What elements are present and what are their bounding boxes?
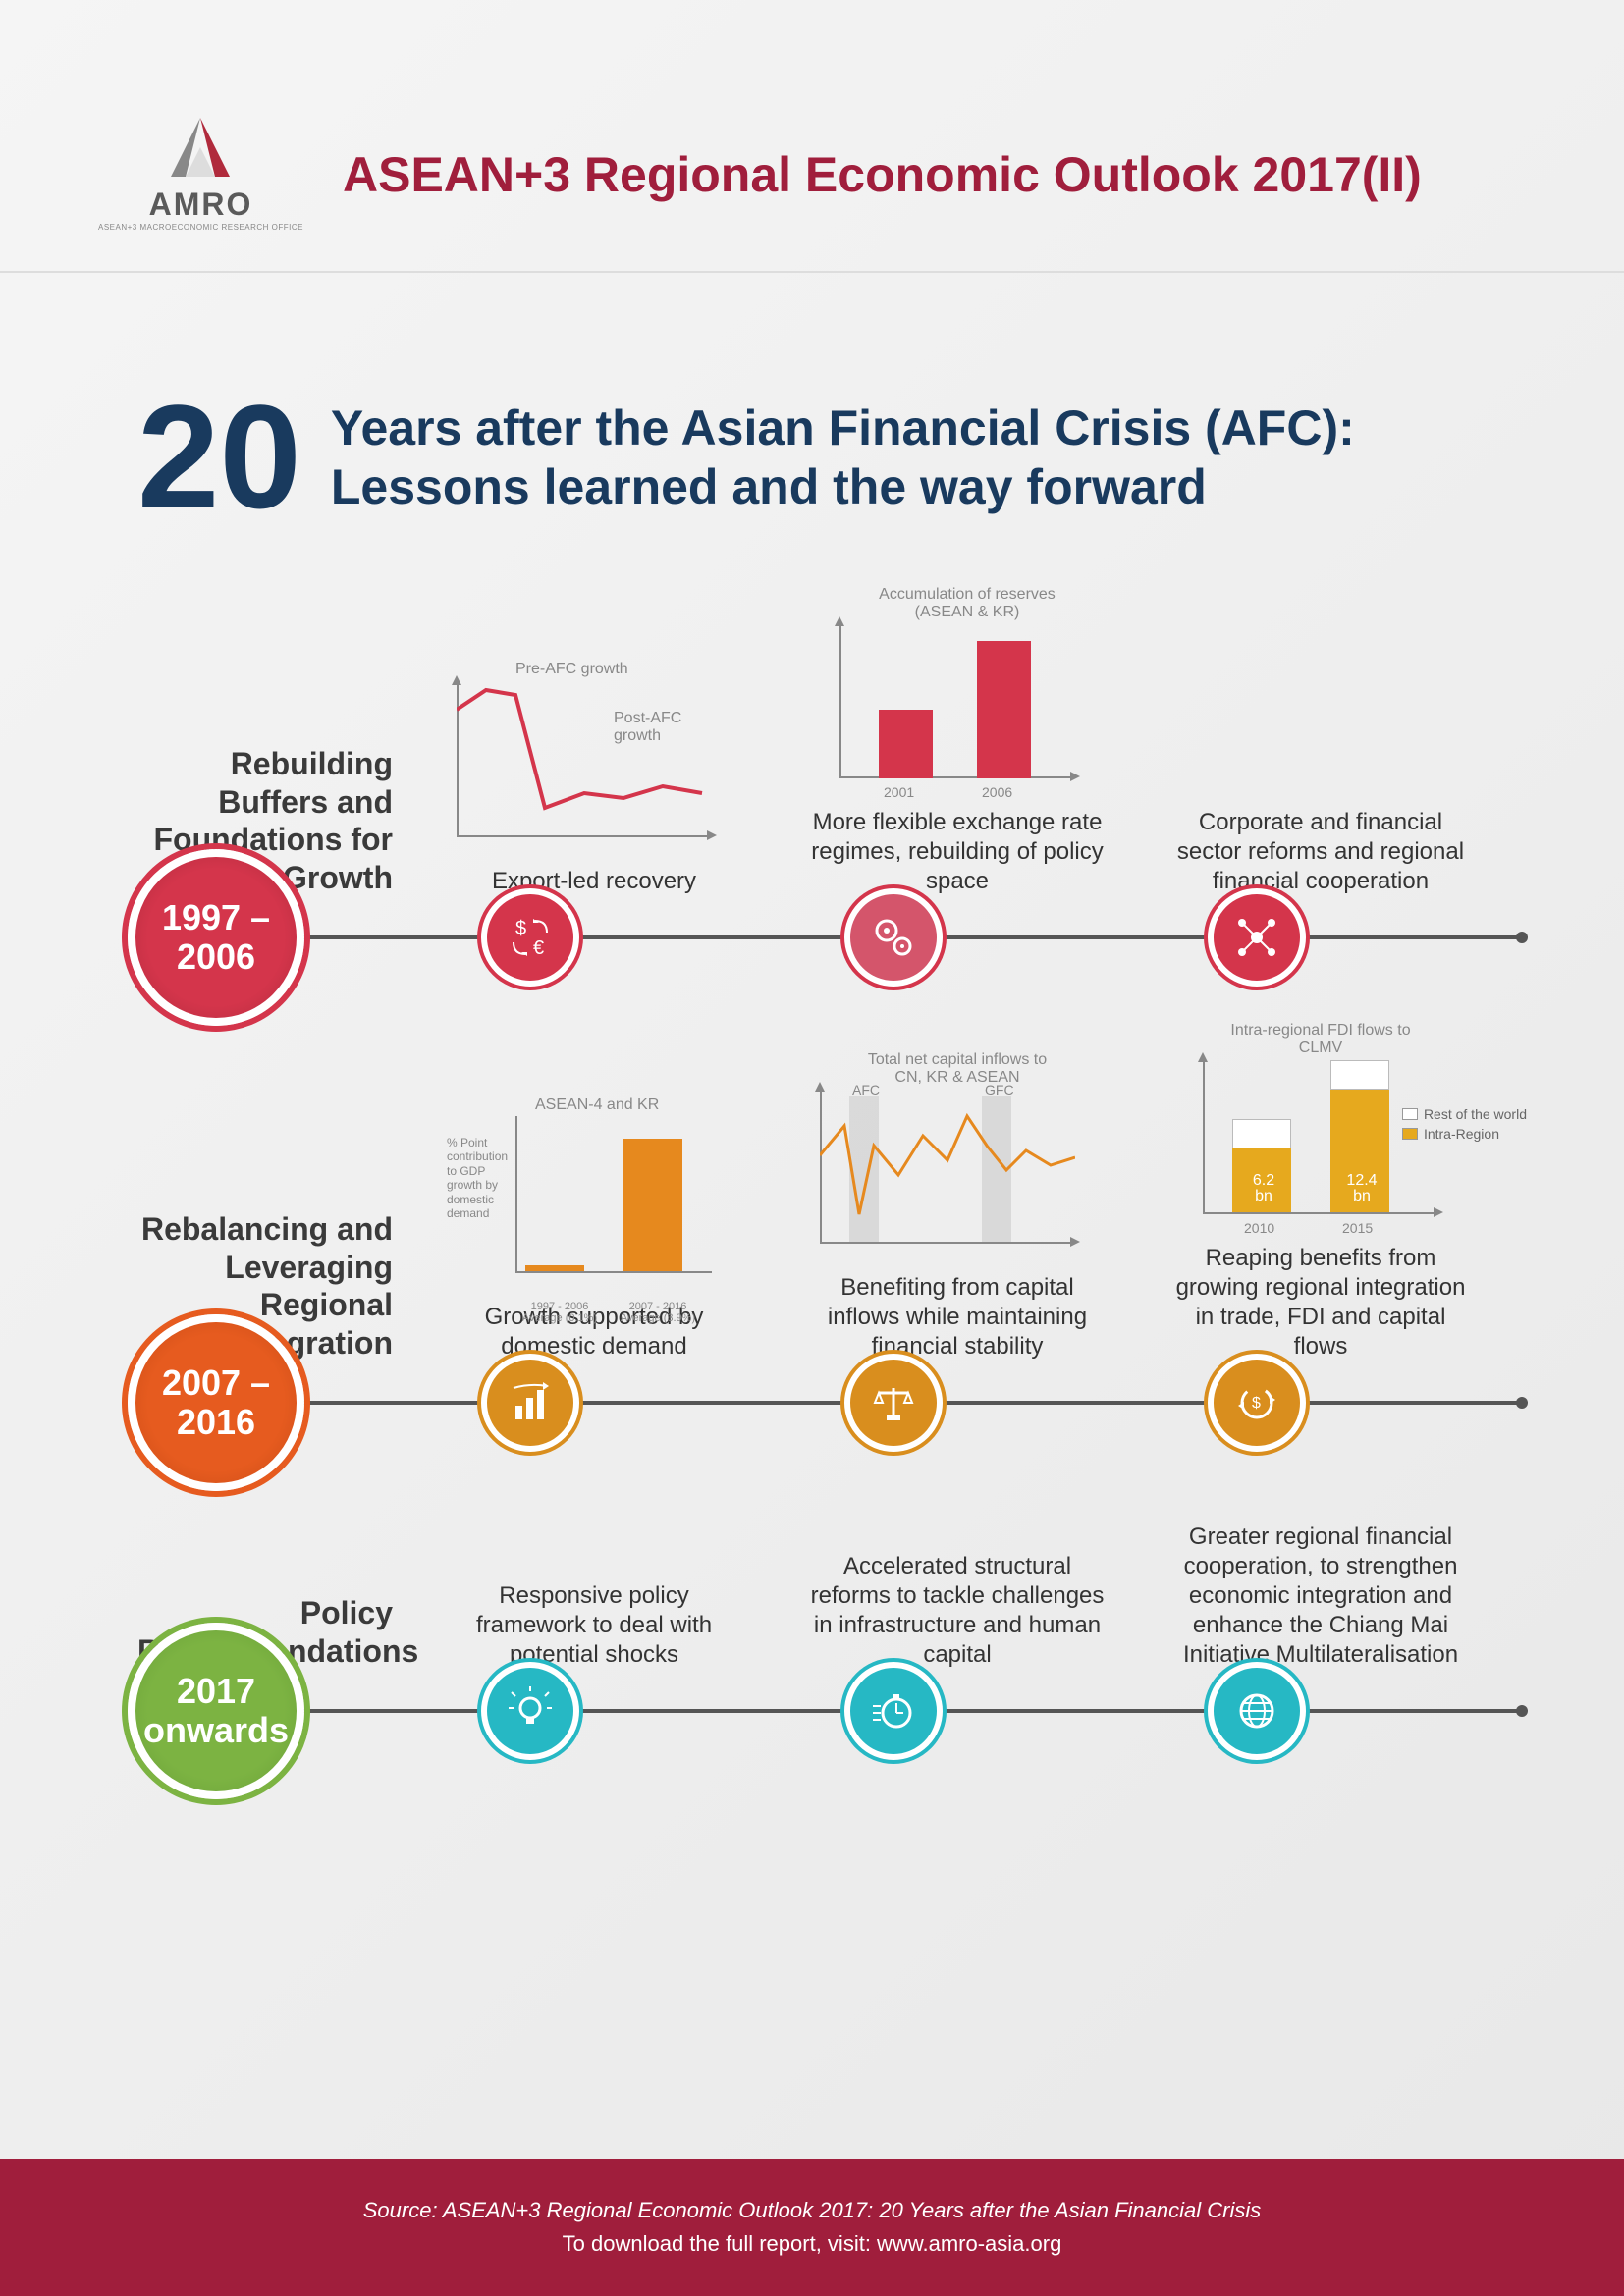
network-icon xyxy=(1208,888,1306,987)
timeline-2: 2007 – 2016 $ xyxy=(157,1401,1526,1405)
pre-afc-label: Pre-AFC growth xyxy=(515,661,628,678)
s3-col1: Responsive policy framework to deal with… xyxy=(432,1581,756,1670)
svg-text:$: $ xyxy=(515,918,526,939)
title-line1: Years after the Asian Financial Crisis (… xyxy=(331,399,1355,457)
stopwatch-icon xyxy=(844,1662,943,1760)
s2-chart1-side: % Point contribution to GDP growth by do… xyxy=(447,1136,515,1220)
svg-text:$: $ xyxy=(1252,1395,1261,1412)
logo-icon xyxy=(161,118,240,187)
footer-source: Source: ASEAN+3 Regional Economic Outloo… xyxy=(20,2198,1604,2223)
s2-caption3: Reaping benefits from growing regional i… xyxy=(1173,1244,1468,1362)
footer: Source: ASEAN+3 Regional Economic Outloo… xyxy=(0,2159,1624,2296)
logo: AMRO ASEAN+3 MACROECONOMIC RESEARCH OFFI… xyxy=(98,118,303,232)
s3-col2: Accelerated structural reforms to tackle… xyxy=(795,1552,1119,1670)
s3-caption3: Greater regional financial cooperation, … xyxy=(1173,1522,1468,1670)
s2-chart3-title: Intra-regional FDI flows to CLMV xyxy=(1222,1022,1419,1057)
s1-caption3: Corporate and financial sector reforms a… xyxy=(1173,808,1468,896)
s3-caption2: Accelerated structural reforms to tackle… xyxy=(810,1552,1105,1670)
footer-download: To download the full report, visit: www.… xyxy=(20,2231,1604,2257)
s2-chart2: Total net capital inflows to CN, KR & AS… xyxy=(820,1087,1095,1263)
s1-col1: Pre-AFC growth Post-AFC growth Export-le… xyxy=(432,680,756,896)
s2-chart1-title: ASEAN-4 and KR xyxy=(535,1096,659,1114)
timeline-3: 2017 onwards xyxy=(157,1709,1526,1713)
header-title: ASEAN+3 Regional Economic Outlook 2017(I… xyxy=(343,146,1422,203)
s3-caption1: Responsive policy framework to deal with… xyxy=(447,1581,741,1670)
svg-text:€: € xyxy=(533,937,544,959)
s2-chart2-title: Total net capital inflows to CN, KR & AS… xyxy=(859,1051,1056,1087)
title-text: Years after the Asian Financial Crisis (… xyxy=(331,399,1355,516)
s2-legend: Rest of the world Intra-Region xyxy=(1402,1106,1527,1142)
title-line2: Lessons learned and the way forward xyxy=(331,457,1355,516)
section-3: Policy Recommendations Responsive policy… xyxy=(0,1444,1624,1752)
logo-subtext: ASEAN+3 MACROECONOMIC RESEARCH OFFICE xyxy=(98,223,303,232)
timeline-1: 1997 – 2006 $€ xyxy=(157,935,1526,939)
scale-icon xyxy=(844,1354,943,1452)
s1-col3: Corporate and financial sector reforms a… xyxy=(1159,631,1483,896)
main-title: 20 Years after the Asian Financial Crisi… xyxy=(0,273,1624,582)
bulb-icon xyxy=(481,1662,579,1760)
s1-chart1: Pre-AFC growth Post-AFC growth xyxy=(457,680,731,857)
globe-icon xyxy=(1208,1662,1306,1760)
big-number: 20 xyxy=(137,391,301,523)
s2-col1: ASEAN-4 and KR % Point contribution to G… xyxy=(432,1116,756,1362)
s2-caption2: Benefiting from capital inflows while ma… xyxy=(810,1273,1105,1362)
s1-chart2: Accumulation of reserves (ASEAN & KR) 20… xyxy=(820,621,1095,798)
section-1: Rebuilding Buffers and Foundations for G… xyxy=(0,582,1624,979)
year-badge-3: 2017 onwards xyxy=(128,1623,304,1799)
s2-col2: Total net capital inflows to CN, KR & AS… xyxy=(795,1087,1119,1362)
section-2: Rebalancing and Leveraging Regional Inte… xyxy=(0,979,1624,1444)
s2-chart3: Intra-regional FDI flows to CLMV 6.2 bn2… xyxy=(1183,1057,1458,1234)
s1-caption2: More flexible exchange rate regimes, reb… xyxy=(810,808,1105,896)
s1-col2: Accumulation of reserves (ASEAN & KR) 20… xyxy=(795,621,1119,896)
s2-col3: Intra-regional FDI flows to CLMV 6.2 bn2… xyxy=(1159,1057,1483,1362)
gears-icon xyxy=(844,888,943,987)
logo-text: AMRO xyxy=(149,187,253,223)
s2-chart1: ASEAN-4 and KR % Point contribution to G… xyxy=(457,1116,731,1293)
cycle-icon: $ xyxy=(1208,1354,1306,1452)
header: AMRO ASEAN+3 MACROECONOMIC RESEARCH OFFI… xyxy=(0,0,1624,273)
s1-chart2-title: Accumulation of reserves (ASEAN & KR) xyxy=(879,586,1056,621)
currency-icon: $€ xyxy=(481,888,579,987)
bars-icon xyxy=(481,1354,579,1452)
s3-col3: Greater regional financial cooperation, … xyxy=(1159,1522,1483,1670)
